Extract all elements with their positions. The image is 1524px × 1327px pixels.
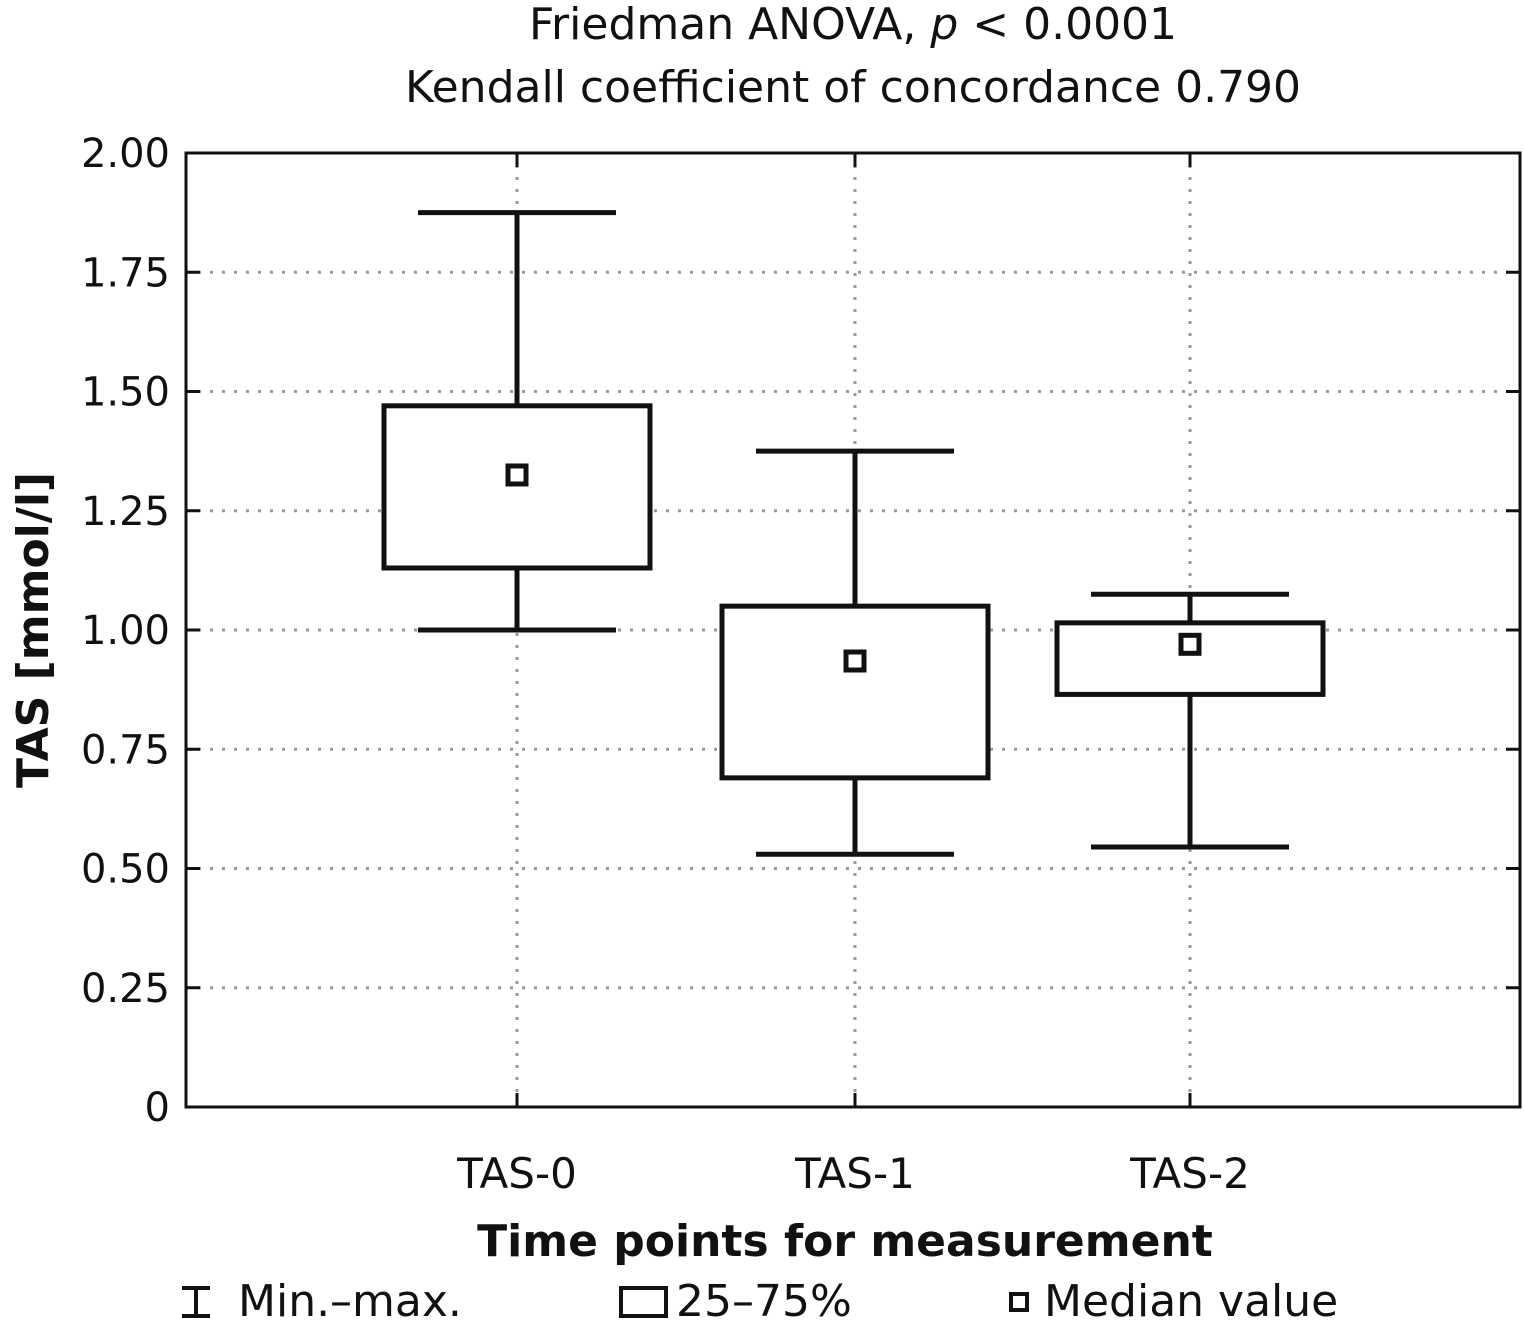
- legend-label-min-max: Min.–max.: [238, 1276, 462, 1327]
- box-tas-1: [719, 448, 991, 857]
- y-tick-label: 1.25: [81, 489, 170, 535]
- x-axis-title: Time points for measurement: [477, 1216, 1213, 1267]
- box-icon: [619, 1286, 668, 1318]
- title-suffix: < 0.0001: [958, 0, 1178, 50]
- median-marker: [1178, 632, 1202, 656]
- title-prefix: Friedman ANOVA,: [528, 0, 931, 50]
- y-tick-label: 2.00: [81, 131, 170, 177]
- y-tick-label: 1.75: [81, 250, 170, 296]
- x-axis-ticks: TAS-0 TAS-1 TAS-2: [456, 153, 1250, 1198]
- y-tick-label: 0.50: [81, 847, 170, 893]
- iqr-box: [381, 403, 653, 571]
- y-tick-label: 0: [145, 1085, 170, 1131]
- box-series: [381, 210, 1326, 857]
- y-axis-title: TAS [mmol/l]: [8, 472, 59, 788]
- median-marker: [505, 463, 529, 487]
- y-tick-label: 0.75: [81, 727, 170, 773]
- chart-subtitle: Kendall coefficient of concordance 0.790: [404, 62, 1302, 113]
- median-square-icon: [1009, 1292, 1029, 1312]
- legend-item-iqr: 25–75%: [618, 1278, 852, 1326]
- legend-label-median: Median value: [1044, 1276, 1339, 1327]
- chart-title: Friedman ANOVA, p < 0.0001: [0, 0, 1524, 50]
- title-p-symbol: p: [930, 0, 959, 50]
- median-marker: [843, 649, 867, 673]
- y-tick-label: 1.00: [81, 608, 170, 654]
- legend-item-median: Median value: [1006, 1278, 1338, 1326]
- x-tick-label: TAS-1: [794, 1149, 915, 1198]
- x-tick-label: TAS-0: [456, 1149, 577, 1198]
- y-tick-label: 1.50: [81, 370, 170, 416]
- box-tas-0: [381, 210, 653, 633]
- y-axis-ticks: 0 0.25 0.50 0.75 1.00 1.25 1.50 1.75 2.00: [81, 131, 1520, 1131]
- legend-item-min-max: Min.–max.: [176, 1278, 462, 1326]
- legend-label-iqr: 25–75%: [676, 1276, 852, 1327]
- x-tick-label: TAS-2: [1129, 1149, 1250, 1198]
- whisker-icon: [182, 1286, 210, 1318]
- iqr-box: [719, 603, 991, 781]
- y-tick-label: 0.25: [81, 966, 170, 1012]
- box-tas-2: [1054, 591, 1326, 850]
- plot-frame: [184, 151, 1522, 1109]
